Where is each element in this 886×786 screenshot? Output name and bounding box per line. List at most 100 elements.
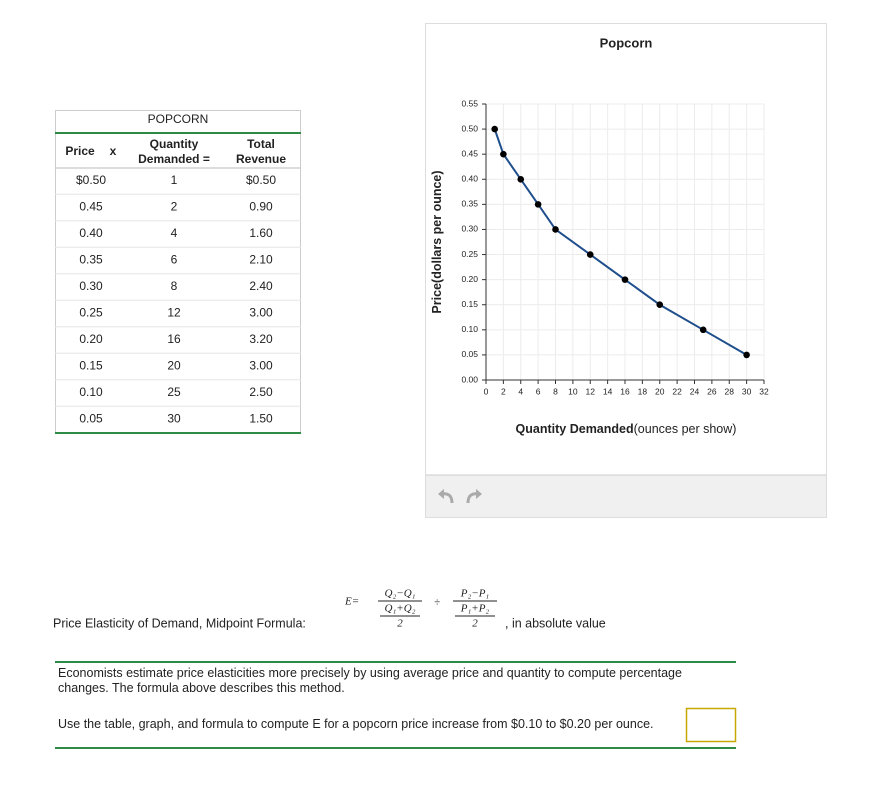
formula-q-numerator: Q₂−Q₁ (385, 588, 416, 600)
table-title: POPCORN (148, 112, 209, 126)
y-tick-label: 0.50 (461, 123, 478, 133)
table-cell: 0.35 (79, 253, 103, 267)
x-tick-label: 24 (690, 386, 700, 396)
y-tick-label: 0.55 (461, 98, 478, 108)
table-cell: 0.45 (79, 200, 103, 214)
table-cell: 0.40 (79, 226, 103, 240)
table-cell: 2 (171, 200, 178, 214)
x-tick-label: 14 (603, 386, 613, 396)
table-header: Quantity (150, 137, 199, 151)
x-tick-label: 28 (725, 386, 735, 396)
data-point (517, 175, 525, 183)
formula-p-denominator: P₁+P₂ (460, 603, 490, 615)
table-cell: 16 (167, 332, 181, 346)
table-cell: $0.50 (76, 173, 106, 187)
y-tick-label: 0.10 (461, 324, 478, 334)
x-tick-label: 20 (655, 386, 665, 396)
data-point (552, 226, 559, 233)
table-cell: 20 (167, 359, 181, 373)
y-tick-label: 0.35 (461, 199, 478, 209)
table-cell: 1 (171, 173, 178, 187)
table-cell: $0.50 (246, 173, 276, 187)
answer-input[interactable] (685, 707, 737, 743)
x-tick-label: 18 (638, 386, 648, 396)
data-point (699, 326, 707, 334)
table-cell: 0.15 (79, 359, 103, 373)
x-tick-label: 30 (742, 386, 752, 396)
toolbar (426, 475, 826, 517)
table-cell: 2.40 (249, 279, 273, 293)
data-line (493, 128, 748, 356)
x-tick-label: 22 (672, 386, 682, 396)
table-cell: 6 (171, 253, 178, 267)
formula-divide: ÷ (434, 597, 440, 609)
x-tick-label: 0 (484, 386, 489, 396)
x-tick-label: 4 (518, 386, 523, 396)
data-point (586, 251, 594, 258)
x-tick-label: 2 (501, 386, 506, 396)
table-cell: 4 (171, 226, 178, 240)
x-axis-label-unit: (ounces per show) (634, 422, 737, 436)
data-point (656, 301, 664, 309)
formula-label: Price Elasticity of Demand, Midpoint For… (53, 616, 306, 630)
table-header: Demanded = (138, 152, 210, 166)
y-tick-label: 0.30 (461, 224, 478, 234)
table-header: Revenue (236, 152, 286, 166)
table-header: x (110, 144, 117, 158)
redo-button[interactable] (466, 489, 482, 504)
data-point (621, 276, 629, 283)
table-cell: 1.60 (249, 226, 273, 240)
x-tick-label: 32 (759, 386, 769, 396)
x-tick-label: 12 (586, 386, 596, 396)
data-point (534, 201, 542, 208)
y-axis-label-main: Price (430, 283, 444, 314)
table-cell: 25 (167, 385, 181, 399)
formula-suffix: , in absolute value (505, 616, 606, 630)
y-tick-label: 0.20 (461, 274, 478, 284)
table-cell: 0.25 (79, 306, 103, 320)
table-cell: 30 (167, 412, 181, 426)
formula-p-two: 2 (472, 618, 478, 630)
table-cell: 2.10 (249, 253, 273, 267)
table-header: Total (247, 137, 275, 151)
formula-lhs: E= (344, 596, 359, 608)
data-point (491, 125, 498, 133)
y-tick-label: 0.15 (461, 299, 478, 309)
y-tick-label: 0.05 (461, 349, 478, 359)
y-tick-label: 0.40 (461, 174, 478, 184)
table-header: Price (65, 144, 95, 158)
y-axis-label: Price(dollars per ounce) (430, 170, 444, 313)
table-cell: 0.05 (79, 412, 103, 426)
x-axis-label-main: Quantity Demanded (516, 422, 634, 436)
x-tick-label: 26 (707, 386, 717, 396)
table-cell: 3.20 (249, 332, 273, 346)
formula-p-numerator: P₂−P₁ (460, 588, 490, 600)
y-axis-label-unit: (dollars per ounce) (430, 170, 444, 283)
chart-panel (425, 23, 827, 518)
y-tick-label: 0.25 (461, 249, 478, 259)
y-tick-label: 0.00 (461, 374, 478, 384)
question: Use the table, graph, and formula to com… (58, 717, 654, 731)
table-cell: 8 (171, 279, 178, 293)
x-tick-label: 8 (553, 386, 558, 396)
table-cell: 3.00 (249, 306, 273, 320)
x-tick-label: 10 (568, 386, 578, 396)
table-cell: 1.50 (249, 412, 273, 426)
x-tick-label: 6 (536, 386, 541, 396)
x-tick-label: 16 (620, 386, 630, 396)
table-cell: 2.50 (249, 385, 273, 399)
table-cell: 12 (167, 306, 181, 320)
table-cell: 3.00 (249, 359, 273, 373)
data-point (500, 150, 507, 158)
x-axis-label: Quantity Demanded(ounces per show) (516, 422, 737, 436)
formula-q-denominator: Q₁+Q₂ (385, 603, 416, 615)
table-cell: 0.20 (79, 332, 103, 346)
undo-button[interactable] (438, 489, 454, 504)
explanation: Economists estimate price elasticities m… (58, 666, 682, 695)
table-cell: 0.90 (249, 200, 273, 214)
formula-q-two: 2 (397, 618, 403, 630)
table-cell: 0.30 (79, 279, 103, 293)
y-tick-label: 0.45 (461, 148, 478, 158)
